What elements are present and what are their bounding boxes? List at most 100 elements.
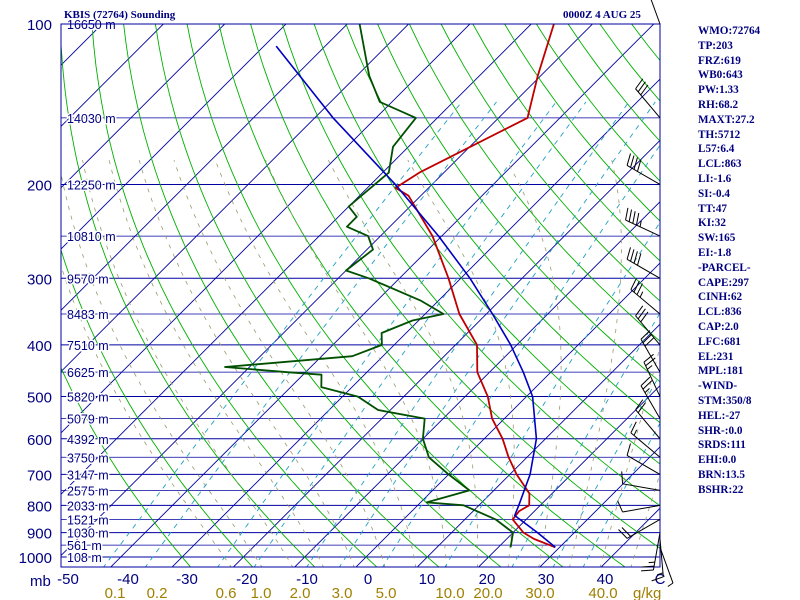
mixing-ratio-label: 1.0 — [251, 585, 272, 600]
wind-barb — [651, 538, 664, 582]
wind-barb-staff — [626, 258, 661, 279]
pressure-tick-label: 200 — [27, 177, 52, 194]
sounding-traces — [224, 24, 556, 549]
stat-item: SI:-0.4 — [698, 187, 731, 200]
wind-barb-flag — [640, 311, 649, 323]
mixing-ratio-label: 0.6 — [216, 585, 237, 600]
stats-panel: WMO:72764 TP:203 FRZ:619 WB0:643 PW:1.33 RH:6… — [698, 24, 798, 498]
wind-barb-flag — [630, 278, 637, 290]
wind-barb-flag — [651, 576, 664, 582]
wind-barb-flag — [647, 365, 653, 370]
wind-barb-flag — [641, 565, 655, 568]
pressure-tick-label: 100 — [27, 17, 52, 34]
dewpoint-trace — [224, 24, 514, 548]
temperature-tick-label: 0 — [364, 571, 372, 588]
mixing-ratio-label: 0.1 — [105, 585, 126, 600]
wind-barb-flag — [618, 529, 628, 539]
wind-barb-staff — [640, 339, 661, 373]
stat-item: LFC:681 — [698, 335, 741, 348]
wind-barb-flag — [617, 500, 624, 513]
dry-adiabat-line — [61, 367, 192, 567]
stat-item: STM:350/8 — [698, 394, 752, 407]
wind-barb — [621, 471, 661, 491]
wind-barb — [630, 421, 661, 458]
dry-adiabat-line — [218, 24, 626, 567]
stat-item: SRDS:111 — [698, 439, 746, 452]
mixing-ratio-unit: g/kg — [633, 585, 661, 600]
mixing-ratio-label: 30.0 — [525, 585, 554, 600]
pressure-tick-label: 700 — [27, 467, 52, 484]
height-label: 108 m — [67, 551, 102, 565]
height-label: 561 m — [67, 539, 102, 553]
wind-barb — [650, 0, 661, 25]
height-label: 5820 m — [67, 391, 109, 405]
height-label: 10810 m — [67, 230, 116, 244]
wind-barb-staff — [630, 432, 661, 458]
height-label: 8483 m — [67, 308, 109, 322]
pressure-tick-label: 300 — [27, 271, 52, 288]
stat-item: BSHR:22 — [698, 483, 744, 496]
moist-adiabat-line — [173, 159, 386, 567]
isotherm-line — [61, 24, 532, 495]
mixing-ratio-line — [582, 422, 660, 567]
dry-adiabat-line — [313, 24, 660, 465]
wind-barb — [635, 305, 661, 346]
isotherm-line — [61, 24, 348, 311]
mixing-ratio-label: 20.0 — [473, 585, 502, 600]
wind-barb-flag — [630, 421, 637, 434]
isotherm-line — [539, 446, 660, 567]
mixing-ratio-line — [306, 101, 630, 567]
wind-barb — [626, 443, 661, 475]
height-label: 9570 m — [67, 272, 109, 286]
stat-item: CAP:2.0 — [698, 320, 739, 333]
height-label: 3750 m — [67, 451, 109, 465]
stat-item: CINH:62 — [698, 291, 743, 304]
height-label: 6625 m — [67, 366, 109, 380]
plot-frame — [60, 23, 661, 568]
height-label: 1030 m — [67, 527, 109, 541]
wind-barb-flag — [633, 429, 638, 436]
stat-item: EI:-1.8 — [698, 246, 732, 259]
pressure-tick-label: 400 — [27, 338, 52, 355]
isotherm-line — [61, 24, 471, 434]
isotherm-line — [171, 78, 660, 567]
moist-adiabat-line — [214, 159, 417, 567]
moist-adiabat-line — [138, 159, 355, 567]
wind-barb-flag — [635, 78, 644, 90]
wind-barb-flag — [644, 387, 650, 393]
mixing-ratio-line — [444, 221, 660, 567]
wind-barb-flag — [626, 247, 631, 260]
stat-item: L57:6.4 — [698, 143, 735, 156]
wind-barb-flag — [640, 84, 649, 96]
wind-barb-flag — [643, 353, 654, 363]
mixing-ratio-line — [552, 373, 660, 567]
temperature-tick-label: -30 — [176, 571, 198, 588]
wind-barb-staff — [622, 483, 661, 491]
stat-item: TT:47 — [698, 202, 728, 215]
dry-adiabat-line — [345, 24, 660, 424]
isotherm-line — [61, 24, 165, 128]
temperature-tick-label: -50 — [57, 571, 79, 588]
stat-item: HEL:-27 — [698, 409, 741, 422]
wind-barb — [626, 247, 661, 279]
pressure-tick-label: 600 — [27, 432, 52, 449]
stat-item: LCL:836 — [698, 306, 742, 319]
stat-item: SW:165 — [698, 232, 736, 245]
isotherm-line — [61, 24, 226, 189]
wind-barb-flag — [621, 527, 631, 537]
wind-barb — [625, 207, 661, 237]
wind-barb — [630, 278, 661, 315]
wind-barb — [643, 353, 661, 397]
wind-barb-staff — [635, 315, 661, 346]
dry-adiabat-line — [250, 24, 660, 549]
wind-barb-flag — [667, 582, 674, 587]
background-grid — [61, 24, 660, 567]
wind-barb-staff — [635, 88, 661, 119]
wind-barb-flag — [632, 211, 636, 224]
dry-adiabat-line — [472, 24, 660, 262]
dry-adiabat-line — [186, 24, 564, 567]
height-label: 5079 m — [67, 413, 109, 427]
stat-item: KI:32 — [698, 217, 726, 230]
wind-barb-flag — [642, 380, 653, 390]
